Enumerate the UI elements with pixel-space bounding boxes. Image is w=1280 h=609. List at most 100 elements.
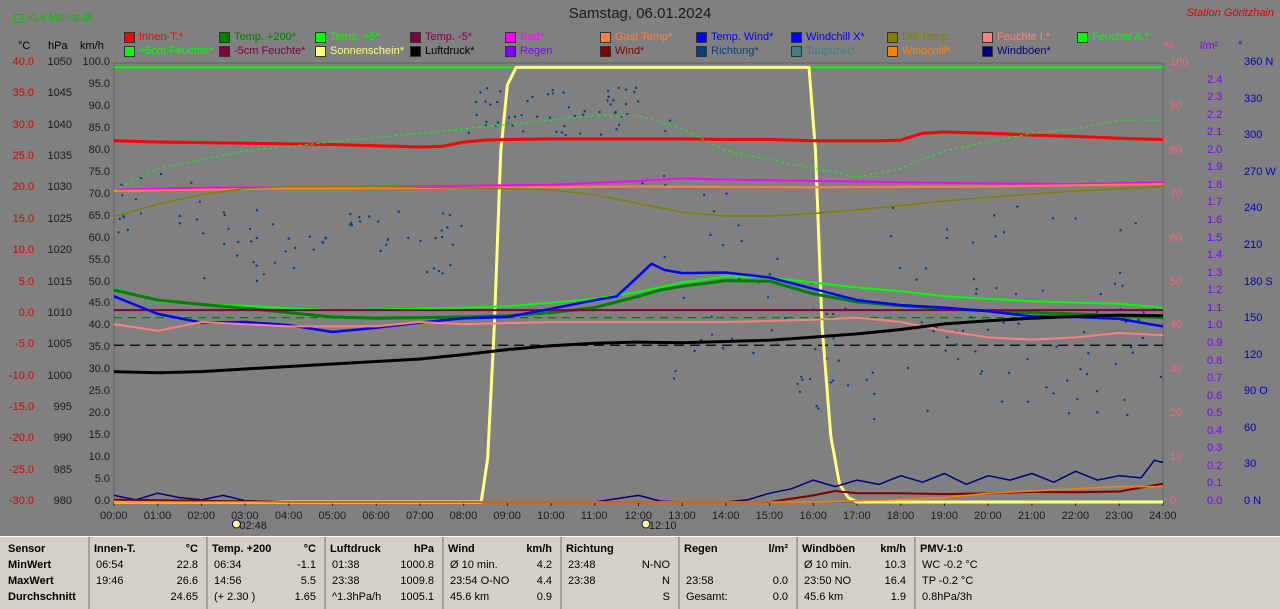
wind-direction-point xyxy=(496,100,499,104)
stats-col-head: Windböen xyxy=(802,543,856,555)
stats-cell-time: Ø 10 min. xyxy=(450,559,498,571)
y-tick-hpa: 1050 xyxy=(47,56,72,68)
wind-direction-point xyxy=(467,131,471,134)
x-tick: 19:00 xyxy=(930,510,958,522)
y-tick-dir: 330 xyxy=(1244,92,1263,105)
wind-direction-point xyxy=(634,86,638,90)
wind-direction-point xyxy=(1045,386,1048,389)
legend-swatch xyxy=(505,45,516,57)
y-tick-rain: 1.9 xyxy=(1207,161,1223,174)
y-tick-hpa: 1005 xyxy=(47,338,72,351)
y-tick-kmh: 100.0 xyxy=(82,56,110,68)
wind-direction-point xyxy=(994,235,997,238)
y-tick-pct: 60 xyxy=(1170,231,1183,244)
x-tick: 21:00 xyxy=(1017,510,1046,522)
stats-col: Windböen km/h Ø 10 min. 10.3 23:50 NO 16.4 45.… xyxy=(796,537,916,609)
wind-direction-point xyxy=(535,115,539,118)
wind-direction-point xyxy=(1087,352,1090,355)
x-tick: 13:00 xyxy=(668,510,696,522)
y-tick-dir: 30 xyxy=(1244,458,1257,471)
wind-direction-point xyxy=(956,357,960,361)
y-tick-rain: 0.2 xyxy=(1207,459,1223,472)
wind-direction-point xyxy=(800,375,803,378)
stats-row-min: MinWert xyxy=(8,559,52,571)
wind-direction-point xyxy=(227,227,230,230)
wind-direction-point xyxy=(1123,398,1126,402)
legend-swatch xyxy=(887,45,898,57)
y-tick-rain: 1.2 xyxy=(1207,284,1223,297)
y-tick-kmh: 50.0 xyxy=(88,275,110,288)
legend-label: Diff Temp. xyxy=(902,31,952,43)
wind-direction-point xyxy=(898,266,902,270)
wind-direction-point xyxy=(926,409,929,412)
legend-swatch xyxy=(982,31,993,43)
stats-col: Temp. +200 °C 06:34 -1.1 14:56 5.5 (+ 2.30 ) 1.… xyxy=(206,537,326,609)
stats-cell-value: 4.4 xyxy=(536,575,552,587)
wind-direction-point xyxy=(740,239,743,243)
legend-label: -5cm Feuchte* xyxy=(234,45,306,57)
y-tick-rain: 1.4 xyxy=(1207,249,1223,262)
y-tick-kmh: 90.0 xyxy=(88,99,110,112)
axis-unit-pct: % xyxy=(1164,40,1174,52)
wind-direction-point xyxy=(250,240,253,243)
wind-direction-point xyxy=(672,377,676,380)
legend-row1-item: Feuchte A.* xyxy=(1077,31,1149,43)
x-tick: 23:00 xyxy=(1105,510,1133,522)
wind-direction-point xyxy=(489,103,492,106)
wind-direction-point xyxy=(118,217,121,221)
legend-label: Sonnenschein* xyxy=(330,45,405,57)
x-tick: 20:00 xyxy=(974,510,1002,522)
y-tick-rain: 0.8 xyxy=(1207,354,1223,367)
y-tick-rain: 0.7 xyxy=(1207,372,1223,385)
wind-direction-point xyxy=(932,330,935,333)
wind-direction-point xyxy=(521,130,525,133)
wind-direction-point xyxy=(599,133,603,136)
y-tick-hpa: 1025 xyxy=(47,212,72,225)
wind-direction-point xyxy=(825,312,828,316)
legend-label: Wind* xyxy=(615,45,645,57)
y-tick-rain: 0.3 xyxy=(1207,442,1223,455)
wind-direction-point xyxy=(139,176,143,180)
wind-direction-point xyxy=(865,378,868,381)
wind-direction-point xyxy=(484,100,487,103)
legend-row1-item: Feuchte I.* xyxy=(982,31,1050,43)
stats-cell-time: 01:38 xyxy=(332,559,360,571)
wind-direction-point xyxy=(479,91,482,94)
wind-direction-point xyxy=(682,296,686,300)
wind-direction-point xyxy=(513,115,517,118)
y-tick-kmh: 45.0 xyxy=(88,297,110,310)
wind-direction-point xyxy=(292,266,296,270)
stats-row-labels: Sensor MinWert MaxWert Durchschnitt xyxy=(0,537,90,609)
monat-box-icon xyxy=(14,13,23,23)
wind-direction-point xyxy=(573,114,577,118)
stats-cell-value: 24.65 xyxy=(170,591,198,603)
stats-col: PMV-1:0 WC -0.2 °C TP -0.2 °C 0.8hPa/3h xyxy=(914,537,1044,609)
legend-label: Windchill X* xyxy=(806,31,865,43)
stats-cell-time: 45.6 km xyxy=(804,591,844,603)
y-tick-hpa: 980 xyxy=(53,495,72,507)
wind-direction-point xyxy=(837,359,840,362)
wind-direction-point xyxy=(979,372,982,375)
wind-direction-point xyxy=(567,106,571,109)
y-tick-pct: 10 xyxy=(1170,451,1183,464)
stats-col: Wind km/h Ø 10 min. 4.2 23:54 O-NO 4.4 45.6 km… xyxy=(442,537,562,609)
y-tick-kmh: 85.0 xyxy=(88,121,110,134)
stats-cell-time: 23:54 O-NO xyxy=(450,575,510,587)
wind-direction-point xyxy=(709,233,712,237)
y-tick-rain: 1.8 xyxy=(1207,178,1223,191)
stats-cell-time: 23:50 NO xyxy=(804,575,852,587)
wind-direction-point xyxy=(1118,271,1122,275)
stats-cell-value: 0.0 xyxy=(772,591,788,603)
wind-direction-point xyxy=(321,241,325,244)
wind-direction-point xyxy=(770,329,774,332)
legend-label: Temp. Wind* xyxy=(711,31,774,43)
wind-direction-point xyxy=(203,277,206,280)
axis-unit-hpa: hPa xyxy=(48,40,68,52)
series-line xyxy=(113,130,1164,149)
wind-direction-point xyxy=(814,347,817,351)
wind-direction-point xyxy=(397,210,400,213)
legend-label: Temp. +5* xyxy=(330,31,380,43)
x-tick: 24:00 xyxy=(1149,510,1177,522)
wind-direction-point xyxy=(1041,289,1044,292)
y-tick-kmh: 75.0 xyxy=(88,165,110,178)
